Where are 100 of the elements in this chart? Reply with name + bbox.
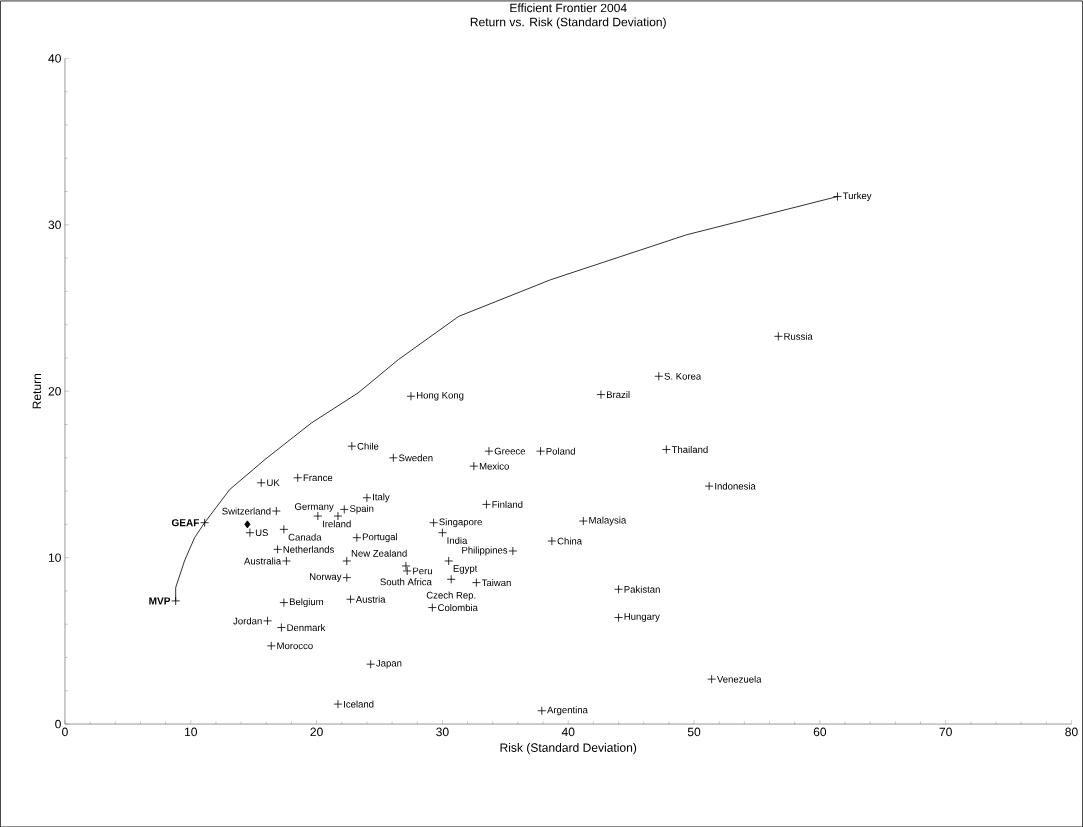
point (446, 574, 456, 584)
annotation: Philippines (462, 546, 508, 556)
point (276, 622, 286, 632)
point (508, 546, 518, 556)
annotation: Mexico (479, 462, 509, 470)
x-tick-label: 80 (1065, 727, 1078, 736)
annotation: Turkey (842, 191, 872, 201)
annotation: Czech Rep. (426, 591, 476, 601)
point (256, 478, 266, 488)
point (200, 518, 210, 527)
annotation: GEAF (171, 518, 199, 527)
annotation: Spain (349, 504, 374, 514)
point (362, 493, 372, 503)
annotation: South Africa (380, 578, 432, 586)
point (346, 594, 356, 604)
point (469, 461, 479, 471)
y-tick-label: 0 (55, 719, 61, 729)
annotation: Italy (373, 493, 390, 503)
x-tick-label: 50 (687, 727, 701, 736)
point (471, 578, 481, 587)
point (427, 602, 437, 612)
annotation: Germany (294, 503, 334, 512)
annotation: Colombia (438, 603, 478, 611)
annotation: Jordan (233, 617, 262, 625)
point (244, 520, 251, 529)
y-tick-label: 20 (48, 386, 61, 396)
point (401, 561, 411, 571)
annotation: Indonesia (715, 482, 756, 490)
point (654, 371, 664, 381)
chart-title: Efficient Frontier 2004 (510, 3, 627, 13)
annotation: India (447, 536, 468, 544)
x-tick-label: 40 (561, 727, 575, 736)
annotation: UK (267, 479, 280, 486)
point (406, 391, 416, 401)
annotation: Greece (494, 447, 526, 455)
x-tick-label: 70 (939, 727, 952, 736)
annotation: Belgium (289, 597, 323, 607)
annotation: Russia (784, 332, 813, 340)
point (614, 612, 623, 622)
annotation: Brazil (606, 390, 630, 398)
annotation: Taiwan (481, 578, 511, 586)
annotation: Australia (244, 557, 282, 565)
annotation: Norway (309, 573, 342, 582)
annotation: Ireland (322, 520, 351, 528)
y-axis-title: Return (32, 373, 42, 409)
point (547, 536, 557, 546)
annotation: Pakistan (624, 585, 660, 593)
x-tick-label: 10 (184, 727, 198, 736)
point (347, 441, 357, 451)
point (342, 556, 352, 566)
annotation: Switzerland (222, 507, 271, 515)
annotation: Canada (288, 533, 322, 541)
annotation: Morocco (277, 642, 313, 650)
annotation: MVP (149, 597, 171, 605)
point (271, 506, 281, 516)
annotation: Egypt (453, 565, 478, 574)
annotation: Argentina (547, 706, 588, 716)
point (352, 533, 362, 542)
annotation: Austria (355, 595, 386, 603)
point (536, 446, 545, 456)
annotation: Denmark (287, 623, 326, 631)
point (707, 674, 717, 684)
annotation: New Zealand (351, 549, 407, 557)
point (281, 556, 291, 566)
point (578, 516, 588, 526)
point (773, 331, 783, 341)
annotation: Hungary (624, 613, 660, 622)
point (482, 499, 491, 509)
annotation: Malaysia (589, 516, 627, 526)
point (484, 446, 494, 456)
y-tick-label: 10 (48, 553, 61, 562)
point (444, 556, 454, 566)
point (313, 511, 323, 521)
annotation: Japan (376, 659, 402, 669)
point (342, 573, 352, 582)
annotation: Finland (492, 500, 523, 508)
point (339, 504, 349, 514)
x-axis-title: Risk (Standard Deviation) (500, 742, 637, 755)
annotation: Sweden (399, 454, 433, 462)
point (661, 444, 671, 454)
point (279, 597, 289, 607)
point (245, 528, 255, 537)
annotation: Netherlands (283, 545, 334, 553)
y-tick-label: 40 (48, 53, 61, 63)
point (266, 641, 276, 651)
x-tick-label: 20 (310, 727, 323, 736)
point (263, 616, 272, 626)
x-tick-label: 0 (62, 727, 68, 736)
annotation: Thailand (671, 445, 708, 453)
annotation: Iceland (344, 700, 374, 708)
x-tick-label: 60 (813, 727, 827, 736)
point (388, 453, 398, 463)
annotation: Venezuela (716, 675, 762, 683)
annotation: Chile (357, 442, 379, 450)
annotation: China (557, 537, 583, 545)
x-tick-label: 30 (436, 727, 449, 736)
point (333, 699, 343, 709)
point (833, 191, 842, 201)
chart-subtitle: Return vs. Risk (Standard Deviation) (470, 17, 666, 29)
annotation: Portugal (362, 533, 397, 542)
